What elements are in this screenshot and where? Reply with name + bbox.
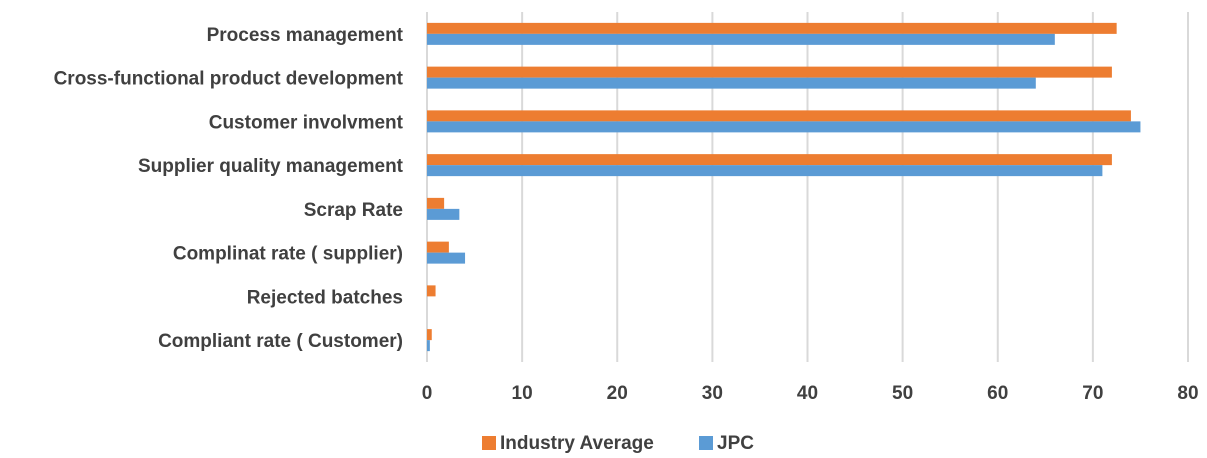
x-axis-tick-labels: 0 10 20 30 40 50 60 70 80 xyxy=(422,383,1199,404)
category-label: Rejected batches xyxy=(247,287,403,308)
legend-swatch xyxy=(482,436,496,450)
bar-industry-average xyxy=(427,154,1112,166)
x-tick-label: 80 xyxy=(1177,383,1198,404)
x-tick-label: 30 xyxy=(702,383,723,404)
gridlines xyxy=(426,12,1189,362)
category-label: Cross-functional product development xyxy=(54,69,404,90)
bar-jpc xyxy=(427,77,1036,89)
x-tick-label: 70 xyxy=(1082,383,1103,404)
bar-jpc xyxy=(427,165,1103,177)
bar-industry-average xyxy=(427,110,1131,122)
bar-industry-average xyxy=(427,329,432,341)
bar-jpc xyxy=(427,252,466,264)
x-tick-label: 40 xyxy=(797,383,818,404)
x-tick-label: 10 xyxy=(512,383,533,404)
x-tick-label: 60 xyxy=(987,383,1008,404)
legend: Industry Average JPC xyxy=(482,433,754,454)
bar-industry-average xyxy=(427,197,445,209)
bar-jpc xyxy=(427,121,1141,133)
category-label: Process management xyxy=(207,25,404,46)
bar-jpc xyxy=(427,33,1055,45)
x-tick-label: 50 xyxy=(892,383,913,404)
bar-industry-average xyxy=(427,241,449,253)
x-tick-label: 0 xyxy=(422,383,433,404)
category-label: Scrap Rate xyxy=(304,200,403,221)
legend-swatch xyxy=(699,436,713,450)
bar-industry-average xyxy=(427,22,1117,34)
bars xyxy=(427,22,1141,352)
legend-label: JPC xyxy=(717,433,754,454)
category-label: Supplier quality management xyxy=(138,156,404,177)
category-label: Compliant rate ( Customer) xyxy=(158,331,403,352)
bar-jpc xyxy=(427,208,460,220)
category-label: Customer involvment xyxy=(209,112,404,133)
category-label: Complinat rate ( supplier) xyxy=(173,244,403,265)
x-tick-label: 20 xyxy=(607,383,628,404)
bar-industry-average xyxy=(427,285,436,297)
bar-industry-average xyxy=(427,66,1112,78)
category-labels: Process management Cross-functional produ… xyxy=(54,25,404,352)
legend-label: Industry Average xyxy=(500,433,654,454)
bar-jpc xyxy=(427,340,430,352)
